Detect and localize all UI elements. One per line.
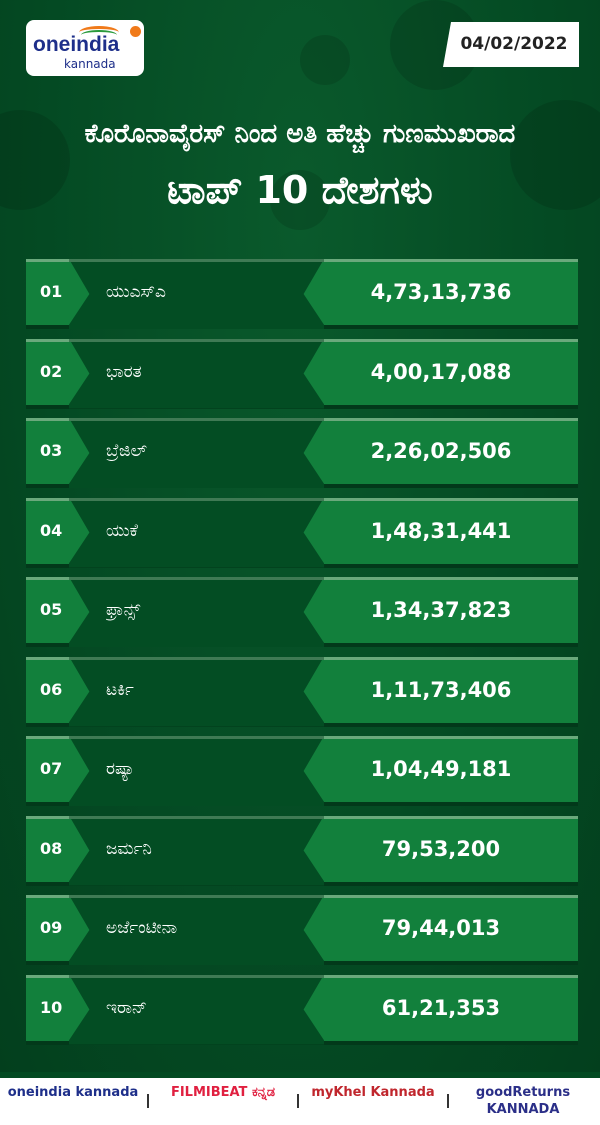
- footer-brand-goodreturns[interactable]: goodReturns KANNADA: [475, 1085, 571, 1117]
- recovered-count: 61,21,353: [381, 995, 501, 1020]
- logo-subtext: kannada: [64, 57, 116, 71]
- rank-number: 09: [40, 918, 63, 937]
- row-highlight: [69, 656, 324, 660]
- row-country-panel: [69, 895, 324, 965]
- virus-decoration-icon: [270, 170, 330, 230]
- page-subtitle: ಟಾಪ್ 10 ದೇಶಗಳು: [167, 168, 433, 212]
- table-row: 07 ರಷ್ಯಾ 1,04,49,181: [26, 736, 578, 806]
- row-country-panel: [69, 497, 324, 568]
- recovered-count: 1,34,37,823: [370, 598, 512, 622]
- logo-arc: [81, 30, 117, 40]
- page-title: ಕೊರೊನಾವೈರಸ್ ನಿಂದ ಅತಿ ಹೆಚ್ಚು ಗುಣಮುಖರಾದ: [84, 119, 516, 149]
- row-country-panel: [69, 577, 324, 647]
- oneindia-kannada-logo: oneindia kannada: [26, 20, 144, 76]
- table-row: 09 ಅರ್ಜೆಂಟೀನಾ 79,44,013: [26, 895, 578, 965]
- row-country-panel: [69, 656, 324, 727]
- country-name: ಬ್ರೆಜಿಲ್: [106, 441, 147, 461]
- row-highlight: [69, 974, 324, 978]
- recovered-count: 79,44,013: [381, 916, 501, 940]
- row-highlight: [69, 577, 324, 580]
- virus-decoration-icon: [300, 35, 350, 85]
- country-name: ಯುಎಸ್ಎ: [106, 282, 166, 302]
- row-country-panel: [69, 974, 324, 1045]
- table-row: 06 ಟರ್ಕಿ 1,11,73,406: [26, 656, 578, 727]
- rank-number: 10: [40, 997, 63, 1017]
- footer-brands: oneindia kannada FILMIBEAT ಕನ್ನಡ myKhel …: [0, 1078, 600, 1125]
- logo-text: oneindia: [33, 33, 120, 56]
- footer-brand-oneindia[interactable]: oneindia kannada: [7, 1085, 139, 1100]
- row-country-panel: [69, 259, 324, 329]
- table-row: 10 ಇರಾನ್ 61,21,353: [26, 974, 578, 1045]
- date-badge: 04/02/2022: [443, 22, 579, 67]
- recovered-count: 79,53,200: [381, 836, 501, 861]
- row-country-panel: [69, 338, 324, 409]
- country-name: ಟರ್ಕಿ: [106, 679, 134, 700]
- table-row: 08 ಜರ್ಮನಿ 79,53,200: [26, 815, 578, 886]
- table-row: 04 ಯುಕೆ 1,48,31,441: [26, 497, 578, 568]
- row-country-panel: [69, 736, 324, 806]
- divider: [447, 1094, 449, 1108]
- divider: [147, 1094, 149, 1108]
- logo-arc: [79, 26, 119, 39]
- row-highlight: [69, 497, 324, 501]
- row-highlight: [69, 418, 324, 421]
- row-highlight: [69, 338, 324, 342]
- rank-number: 07: [40, 759, 63, 778]
- recovered-count: 1,04,49,181: [370, 757, 512, 781]
- table-row: 05 ಫ್ರಾನ್ಸ್ 1,34,37,823: [26, 577, 578, 647]
- recovered-count: 2,26,02,506: [370, 439, 512, 463]
- row-country-panel: [69, 418, 324, 488]
- rank-number: 01: [40, 282, 63, 301]
- recovered-count: 4,73,13,736: [370, 280, 512, 304]
- country-name: ಜರ್ಮನಿ: [106, 838, 152, 859]
- country-name: ರಷ್ಯಾ: [106, 759, 135, 779]
- recovered-count: 1,48,31,441: [370, 518, 512, 543]
- rank-number: 04: [40, 520, 63, 540]
- row-country-panel: [69, 815, 324, 886]
- country-name: ಯುಕೆ: [106, 520, 138, 541]
- country-name: ಫ್ರಾನ್ಸ್: [106, 600, 141, 620]
- rank-number: 06: [40, 679, 63, 699]
- recovered-count: 4,00,17,088: [370, 359, 512, 384]
- country-name: ಅರ್ಜೆಂಟೀನಾ: [106, 918, 178, 938]
- row-highlight: [69, 736, 324, 739]
- row-highlight: [69, 815, 324, 819]
- table-row: 02 ಭಾರತ 4,00,17,088: [26, 338, 578, 409]
- rank-number: 08: [40, 838, 63, 858]
- recovered-count: 1,11,73,406: [370, 677, 512, 702]
- footer-brand-filmibeat[interactable]: FILMIBEAT ಕನ್ನಡ: [170, 1085, 276, 1100]
- country-name: ಭಾರತ: [106, 361, 142, 382]
- table-row: 01 ಯುಎಸ್ಎ 4,73,13,736: [26, 259, 578, 329]
- virus-decoration-icon: [510, 100, 600, 210]
- country-name: ಇರಾನ್: [106, 997, 148, 1018]
- footer-brand-mykhel[interactable]: myKhel Kannada: [311, 1085, 435, 1100]
- divider: [297, 1094, 299, 1108]
- row-highlight: [69, 259, 324, 262]
- rank-number: 05: [40, 600, 63, 619]
- rank-number: 03: [40, 441, 63, 460]
- logo-badge-icon: [130, 26, 141, 37]
- rank-number: 02: [40, 361, 63, 381]
- row-highlight: [69, 895, 324, 898]
- table-row: 03 ಬ್ರೆಜಿಲ್ 2,26,02,506: [26, 418, 578, 488]
